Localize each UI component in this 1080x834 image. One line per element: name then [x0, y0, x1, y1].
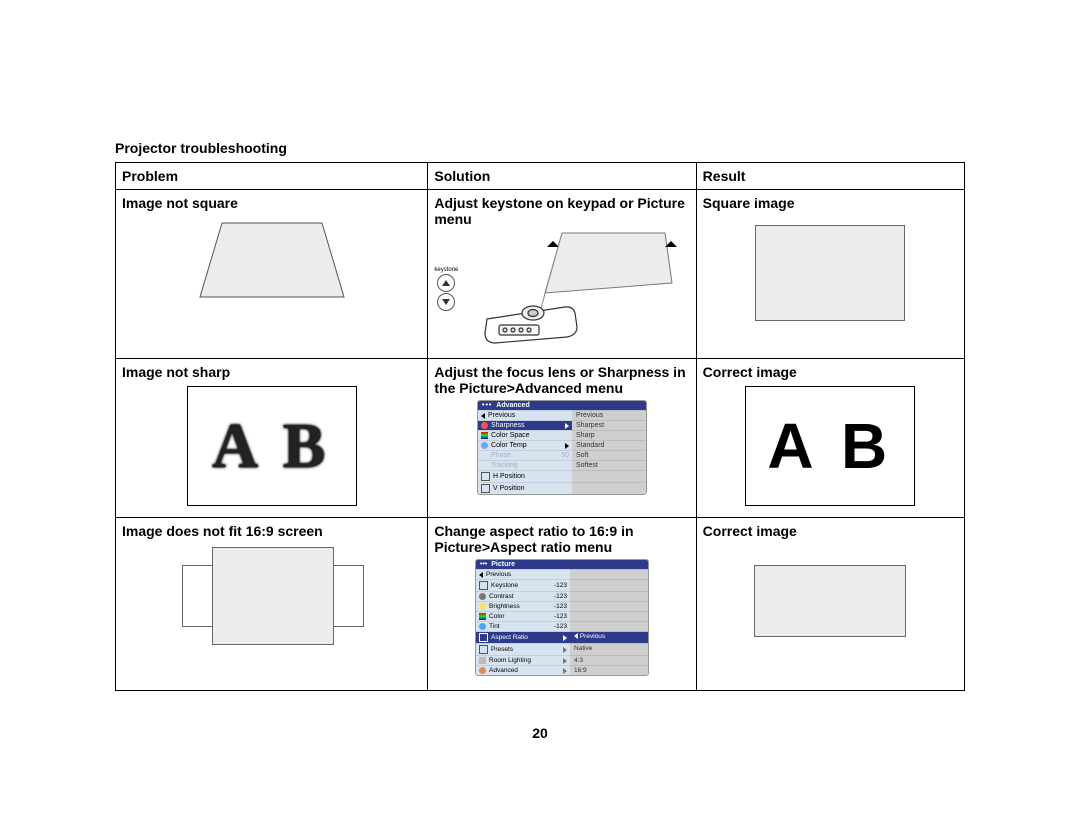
- osd-value: -123: [554, 582, 567, 589]
- troubleshooting-table: Problem Solution Result Image not square…: [115, 162, 965, 691]
- page-title: Projector troubleshooting: [115, 140, 965, 156]
- osd-item: Soft: [576, 452, 588, 459]
- osd-item: Previous: [580, 633, 605, 640]
- osd-item: Presets: [491, 646, 513, 653]
- osd-item: 4:3: [574, 657, 583, 664]
- result-label: Square image: [703, 195, 958, 211]
- solution-label: Change aspect ratio to 16:9 in Picture>A…: [434, 523, 689, 555]
- sharp-ab-icon: A B: [745, 386, 915, 506]
- aspect-mismatch-icon: [182, 547, 362, 643]
- osd-item: H Position: [493, 473, 525, 480]
- keystone-up-icon: [437, 274, 455, 292]
- osd-item: Phase: [491, 452, 511, 459]
- osd-item: Aspect Ratio: [491, 634, 528, 641]
- keystone-down-icon: [437, 293, 455, 311]
- osd-title: Advanced: [496, 402, 529, 409]
- osd-item: Sharpest: [576, 422, 604, 429]
- osd-item: Tracking: [491, 462, 518, 469]
- osd-item: Keystone: [491, 582, 518, 589]
- osd-value: 50: [561, 452, 569, 459]
- osd-item: Advanced: [489, 667, 518, 674]
- header-result: Result: [696, 163, 964, 190]
- osd-item: Standard: [576, 442, 604, 449]
- osd-item: Softest: [576, 462, 598, 469]
- problem-label: Image does not fit 16:9 screen: [122, 523, 421, 539]
- osd-item: Contrast: [489, 593, 514, 600]
- osd-item: V Position: [493, 485, 525, 492]
- wide-image-icon: [754, 565, 906, 637]
- osd-item: 16:9: [574, 667, 587, 674]
- osd-value: -123: [554, 623, 567, 630]
- osd-item: Previous: [576, 412, 603, 419]
- picture-osd-menu: ••• Picture Previous Keystone-123 Contra…: [475, 559, 649, 676]
- osd-item: Color Space: [491, 432, 530, 439]
- problem-label: Image not square: [122, 195, 421, 211]
- keystone-label: keystone: [434, 267, 458, 273]
- osd-item: Sharp: [576, 432, 595, 439]
- osd-item: Brightness: [489, 603, 520, 610]
- table-header-row: Problem Solution Result: [116, 163, 965, 190]
- table-row: Image not square Adjust keystone on keyp…: [116, 190, 965, 359]
- solution-label: Adjust the focus lens or Sharpness in th…: [434, 364, 689, 396]
- osd-item: Tint: [489, 623, 500, 630]
- advanced-osd-menu: ••• Advanced PreviousPrevious SharpnessS…: [477, 400, 647, 495]
- osd-item: Sharpness: [491, 422, 524, 429]
- square-image-icon: [755, 225, 905, 321]
- blurry-ab-icon: A B: [187, 386, 357, 506]
- header-solution: Solution: [428, 163, 696, 190]
- page-number: 20: [115, 725, 965, 741]
- osd-item: Color Temp: [491, 442, 527, 449]
- header-problem: Problem: [116, 163, 428, 190]
- trapezoid-icon: [192, 215, 352, 305]
- osd-item: Native: [574, 645, 592, 652]
- result-label: Correct image: [703, 523, 958, 539]
- osd-item: Color: [489, 613, 505, 620]
- osd-value: -123: [554, 613, 567, 620]
- osd-title: Picture: [491, 561, 515, 568]
- table-row: Image does not fit 16:9 screen Change as…: [116, 518, 965, 691]
- result-label: Correct image: [703, 364, 958, 380]
- osd-item: Previous: [488, 412, 515, 419]
- table-row: Image not sharp A B Adjust the focus len…: [116, 359, 965, 518]
- solution-label: Adjust keystone on keypad or Picture men…: [434, 195, 689, 227]
- keystone-keypad: keystone: [434, 267, 458, 312]
- osd-value: -123: [554, 593, 567, 600]
- osd-item: Room Lighting: [489, 657, 531, 664]
- osd-value: -123: [554, 603, 567, 610]
- osd-item: Previous: [486, 571, 511, 578]
- problem-label: Image not sharp: [122, 364, 421, 380]
- projector-illustration-icon: [447, 227, 677, 345]
